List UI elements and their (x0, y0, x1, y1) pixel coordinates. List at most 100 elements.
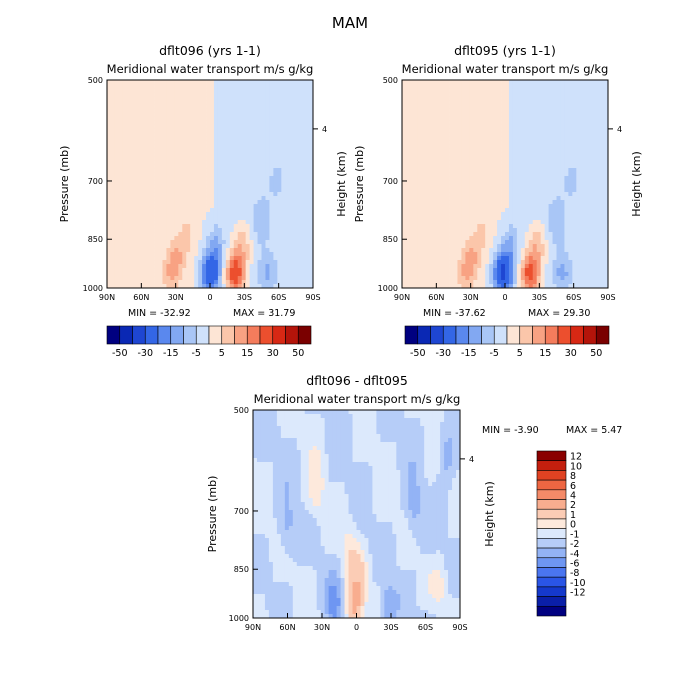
heatmap-cell (497, 156, 502, 161)
heatmap-cell (409, 164, 415, 169)
heatmap-cell (588, 180, 593, 185)
heatmap-cell (524, 116, 530, 121)
heatmap-cell (269, 200, 274, 205)
heatmap-cell (202, 252, 207, 257)
heatmap-cell (158, 236, 163, 241)
heatmap-cell (249, 276, 254, 281)
heatmap-cell (253, 184, 258, 189)
heatmap-cell (166, 244, 171, 249)
heatmap-cell (437, 136, 443, 141)
heatmap-cell (588, 220, 593, 225)
heatmap-cell (493, 84, 498, 89)
heatmap-cell (445, 208, 450, 213)
heatmap-cell (405, 80, 411, 85)
heatmap-cell (497, 232, 502, 237)
heatmap-cell (576, 208, 581, 213)
heatmap-cell (213, 84, 219, 89)
heatmap-cell (269, 248, 274, 253)
heatmap-cell (584, 152, 589, 157)
heatmap-cell (178, 128, 183, 133)
heatmap-cell (126, 244, 132, 249)
heatmap-cell (182, 160, 187, 165)
heatmap-cell (237, 100, 243, 105)
heatmap-cell (568, 140, 573, 145)
heatmap-cell (202, 136, 207, 141)
heatmap-cell (281, 224, 286, 229)
heatmap-cell (134, 148, 140, 153)
heatmap-cell (162, 232, 167, 237)
heatmap-cell (229, 272, 235, 277)
heatmap-cell (217, 92, 223, 97)
colorbar-swatch (208, 325, 223, 345)
heatmap-cell (206, 212, 211, 217)
heatmap-cell (194, 200, 199, 205)
heatmap-cell (146, 168, 151, 173)
heatmap-cell (281, 248, 286, 253)
heatmap-cell (512, 160, 518, 165)
heatmap-cell (150, 232, 155, 237)
heatmap-cell (269, 120, 274, 125)
heatmap-cell (257, 192, 262, 197)
heatmap-cell (114, 280, 120, 285)
heatmap-cell (229, 168, 235, 173)
heatmap-cell (516, 124, 522, 129)
heatmap-cell (600, 84, 605, 89)
heatmap-cell (588, 244, 593, 249)
heatmap-cell (118, 116, 124, 121)
heatmap-cell (166, 188, 171, 193)
heatmap-cell (241, 228, 247, 233)
heatmap-cell (441, 140, 446, 145)
heatmap-cell (568, 136, 573, 141)
heatmap-cell (505, 80, 510, 85)
heatmap-cell (186, 272, 191, 277)
heatmap-cell (532, 248, 538, 253)
heatmap-cell (588, 144, 593, 149)
heatmap-cell (548, 84, 553, 89)
heatmap-cell (405, 224, 411, 229)
heatmap-cell (245, 156, 251, 161)
heatmap-cell (309, 204, 314, 209)
heatmap-cell (261, 240, 266, 245)
heatmap-cell (194, 136, 199, 141)
heatmap-cell (162, 124, 167, 129)
heatmap-cell (170, 144, 175, 149)
heatmap-cell (170, 284, 175, 289)
heatmap-cell (485, 96, 490, 101)
heatmap-cell (297, 184, 302, 189)
heatmap-cell (564, 160, 569, 165)
heatmap-cell (241, 112, 247, 117)
heatmap-cell (485, 232, 490, 237)
heatmap-cell (469, 244, 474, 249)
heatmap-cell (162, 212, 167, 217)
heatmap-cell (564, 232, 569, 237)
heatmap-cell (600, 100, 605, 105)
heatmap-cell (198, 272, 203, 277)
heatmap-cell (473, 124, 478, 129)
heatmap-cell (138, 240, 144, 245)
heatmap-cell (469, 136, 474, 141)
heatmap-cell (556, 92, 561, 97)
heatmap-cell (592, 244, 597, 249)
heatmap-cell (142, 176, 148, 181)
heatmap-cell (489, 200, 494, 205)
heatmap-cell (297, 204, 302, 209)
heatmap-cell (170, 164, 175, 169)
heatmap-cell (257, 240, 262, 245)
heatmap-cell (210, 144, 215, 149)
heatmap-cell (154, 156, 159, 161)
heatmap-cell (600, 164, 605, 169)
heatmap-cell (297, 132, 302, 137)
heatmap-cell (166, 116, 171, 121)
heatmap-cell (421, 224, 427, 229)
heatmap-cell (178, 84, 183, 89)
heatmap-cell (126, 172, 132, 177)
heatmap-cell (481, 132, 486, 137)
heatmap-cell (261, 116, 266, 121)
heatmap-cell (516, 84, 522, 89)
heatmap-cell (146, 216, 151, 221)
heatmap-cell (297, 284, 302, 289)
heatmap-cell (130, 184, 136, 189)
heatmap-cell (182, 240, 187, 245)
heatmap-cell (186, 136, 191, 141)
heatmap-cell (449, 84, 454, 89)
